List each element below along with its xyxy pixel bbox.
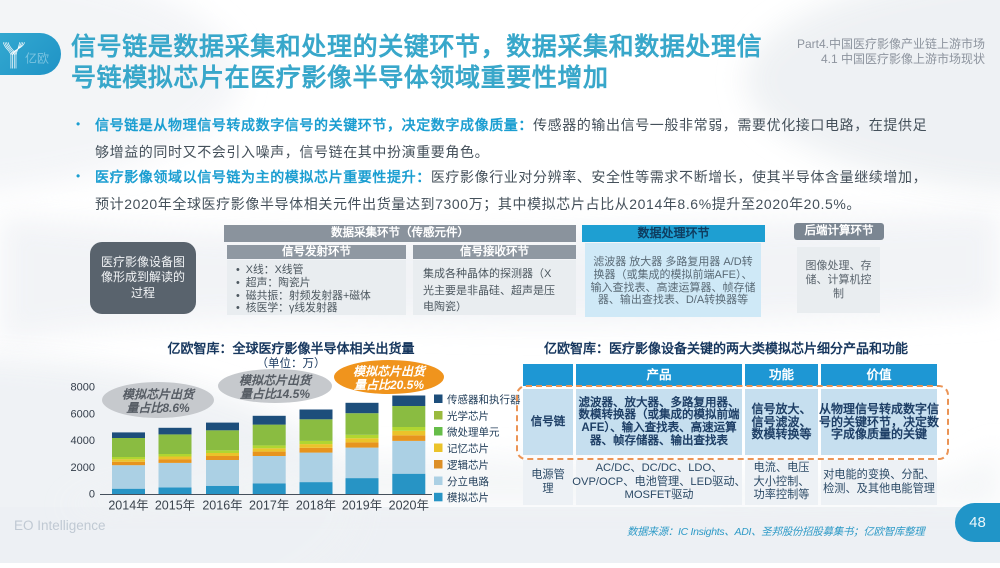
svg-text:记忆芯片: 记忆芯片 [447,442,489,455]
svg-text:量占比14.5%: 量占比14.5% [240,387,310,401]
svg-text:0: 0 [89,489,95,501]
svg-text:2019年: 2019年 [342,499,382,513]
svg-text:2014年: 2014年 [108,499,148,513]
svg-text:亿欧: 亿欧 [25,51,49,66]
svg-text:传感器和执行器: 传感器和执行器 [447,393,521,406]
svg-text:模拟芯片出货: 模拟芯片出货 [122,388,196,402]
svg-text:光学芯片: 光学芯片 [447,409,489,422]
svg-text:2020年: 2020年 [389,499,429,513]
svg-text:分立电路: 分立电路 [447,475,489,488]
svg-text:量占比8.6%: 量占比8.6% [126,401,190,415]
svg-text:量占比20.5%: 量占比20.5% [354,378,424,392]
svg-text:2015年: 2015年 [155,499,195,513]
svg-text:6000: 6000 [71,408,95,420]
svg-text:4000: 4000 [71,435,95,447]
svg-text:2018年: 2018年 [296,499,336,513]
svg-text:模拟芯片出货: 模拟芯片出货 [353,365,427,379]
svg-text:2000: 2000 [71,462,95,474]
svg-text:8000: 8000 [71,382,95,394]
svg-text:模拟芯片: 模拟芯片 [447,491,489,504]
svg-text:模拟芯片出货: 模拟芯片出货 [239,374,313,388]
svg-text:微处理单元: 微处理单元 [447,425,500,438]
svg-text:2016年: 2016年 [202,499,242,513]
svg-text:逻辑芯片: 逻辑芯片 [447,458,489,471]
svg-text:2017年: 2017年 [249,499,289,513]
